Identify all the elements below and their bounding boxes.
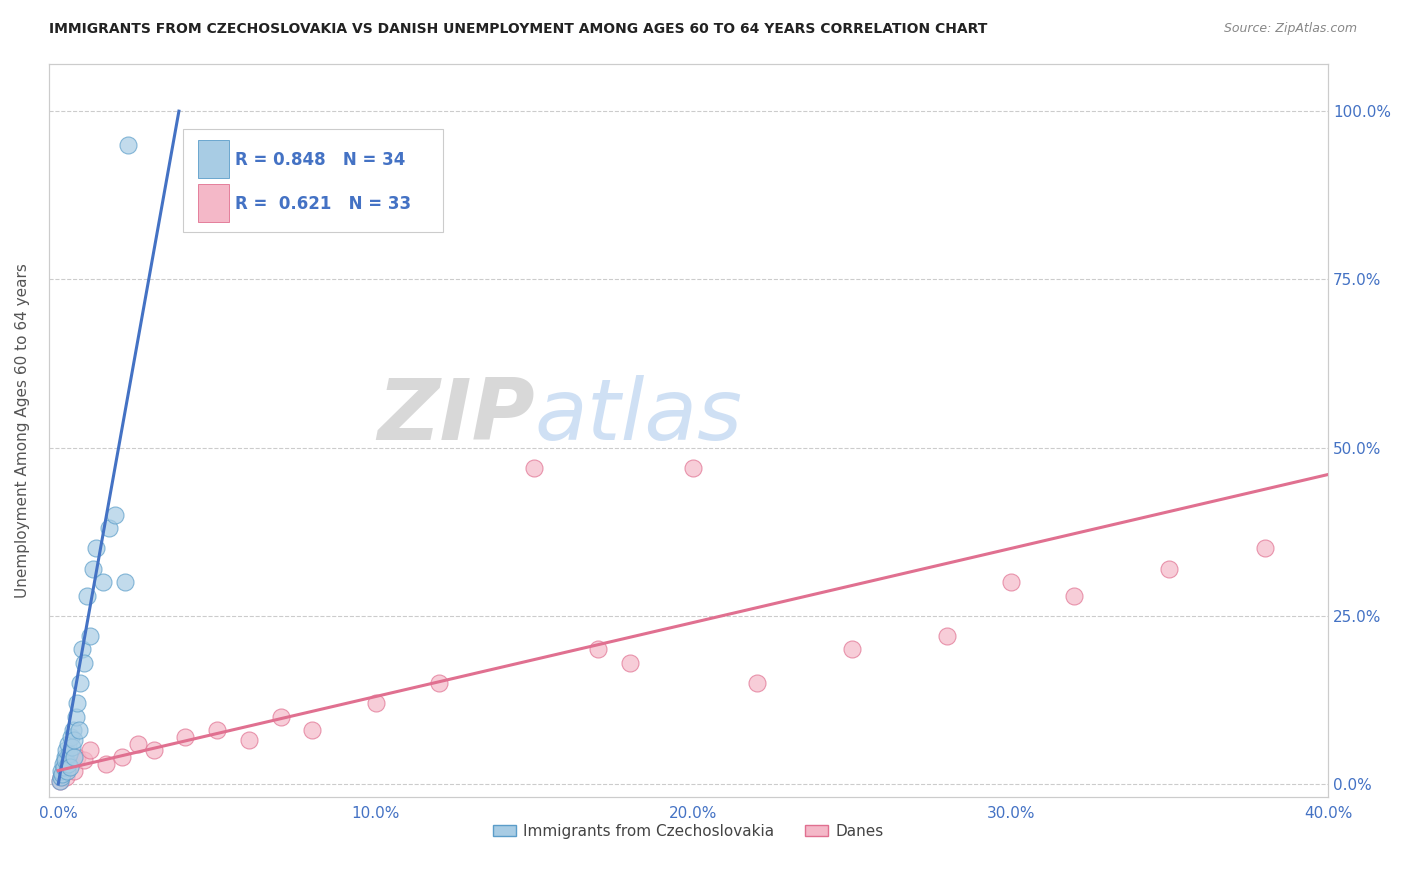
Point [56,760,79,774]
Point [586,642,609,657]
Point [301,723,323,738]
Point [682,460,704,475]
Text: IMMIGRANTS FROM CZECHOSLOVAKIA VS DANISH UNEMPLOYMENT AMONG AGES 60 TO 64 YEARS : IMMIGRANTS FROM CZECHOSLOVAKIA VS DANISH… [49,22,987,37]
Point [53,760,76,774]
Text: Source: ZipAtlas.com: Source: ZipAtlas.com [1223,22,1357,36]
Point [117,137,139,152]
Point [49,770,72,784]
Point [841,642,863,657]
Point [55,743,77,757]
Legend: Immigrants from Czechoslovakia, Danes: Immigrants from Czechoslovakia, Danes [486,818,890,845]
Point [53,754,76,768]
Point [523,460,546,475]
Point [51,770,73,784]
Point [59,756,82,771]
Point [114,575,136,590]
Point [270,709,292,723]
Point [49,773,72,788]
Point [69,676,91,690]
Point [51,767,73,781]
Text: atlas: atlas [534,375,742,458]
Point [58,756,80,771]
Point [1000,575,1022,590]
Point [60,739,83,754]
Point [79,743,101,757]
Point [59,730,82,744]
Point [70,642,93,657]
Point [142,743,165,757]
Point [82,562,104,576]
Point [205,723,228,738]
Point [238,733,260,747]
Point [51,764,73,778]
Point [745,676,768,690]
Point [98,521,121,535]
Point [52,767,75,781]
Point [49,773,72,788]
Text: R = 0.848   N = 34: R = 0.848 N = 34 [235,151,405,169]
Point [62,750,84,764]
Point [66,696,89,710]
Point [427,676,450,690]
Point [364,696,387,710]
Point [619,656,641,670]
Point [91,575,114,590]
Point [76,589,98,603]
Point [65,709,87,723]
Point [79,629,101,643]
Point [52,756,75,771]
Point [111,750,134,764]
Point [1159,562,1181,576]
Text: ZIP: ZIP [377,375,534,458]
Point [55,770,77,784]
Point [63,733,86,747]
Point [104,508,127,522]
Point [127,737,149,751]
Point [174,730,197,744]
Text: R =  0.621   N = 33: R = 0.621 N = 33 [235,195,411,213]
Point [86,541,108,556]
Point [66,750,89,764]
Point [62,723,84,738]
Point [94,756,117,771]
Point [73,754,96,768]
Point [63,764,86,778]
Point [936,629,959,643]
Y-axis label: Unemployment Among Ages 60 to 64 years: Unemployment Among Ages 60 to 64 years [15,263,30,599]
Point [67,723,90,738]
Point [56,764,79,778]
Point [53,764,76,778]
Point [56,737,79,751]
Point [1253,541,1275,556]
Point [53,750,76,764]
Point [1063,589,1085,603]
Point [73,656,96,670]
Point [59,760,82,774]
Point [58,747,80,761]
